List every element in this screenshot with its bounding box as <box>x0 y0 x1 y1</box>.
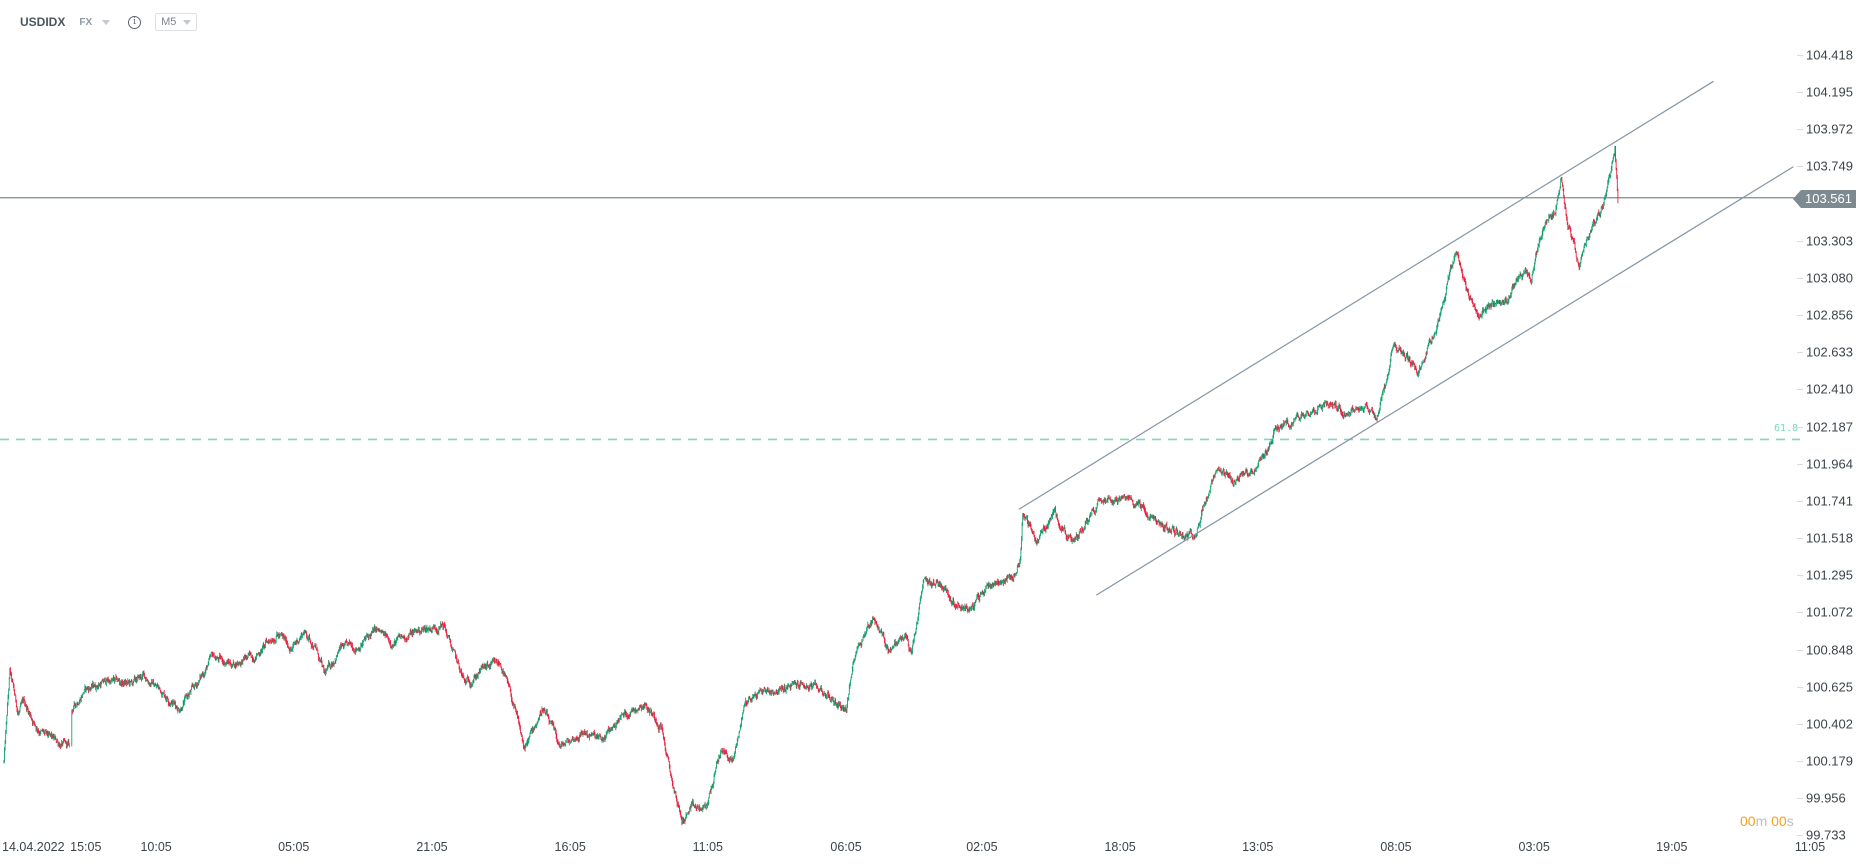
y-tick-mark <box>1797 463 1803 465</box>
candles <box>3 145 1619 826</box>
y-tick-mark <box>1797 575 1803 577</box>
channel-upper[interactable] <box>1018 80 1714 510</box>
y-tick-label: 101.741 <box>1806 493 1853 509</box>
y-tick-label: 101.518 <box>1806 530 1853 546</box>
y-tick-label: 102.633 <box>1806 344 1853 360</box>
chevron-down-icon <box>183 19 192 25</box>
current-price-badge: 103.561 <box>1793 190 1856 208</box>
y-tick-label: 103.972 <box>1806 121 1853 137</box>
timeframe-dropdown[interactable]: M5 <box>155 13 198 31</box>
y-tick-mark <box>1797 315 1803 317</box>
y-tick-label: 100.179 <box>1806 753 1853 769</box>
y-tick-label: 99.733 <box>1806 827 1846 843</box>
market-dropdown[interactable]: FX <box>79 16 93 28</box>
x-tick-label: 21:05 <box>416 840 448 854</box>
y-tick-mark <box>1797 55 1803 56</box>
y-tick-label: 101.964 <box>1806 456 1853 472</box>
info-icon[interactable]: i <box>128 15 142 29</box>
timeframe-label: M5 <box>161 16 177 28</box>
timer-s-unit: s <box>1786 813 1794 829</box>
y-tick-mark <box>1797 352 1803 354</box>
channel-lower[interactable] <box>1095 166 1794 596</box>
x-tick-label: 19:05 <box>1656 840 1688 854</box>
y-tick-label: 101.295 <box>1806 567 1853 583</box>
y-tick-mark <box>1797 686 1803 688</box>
x-tick-label: 08:05 <box>1380 840 1412 854</box>
y-tick-label: 104.195 <box>1806 84 1853 100</box>
y-tick-mark <box>1797 798 1803 800</box>
y-tick-label: 100.402 <box>1806 716 1853 732</box>
y-tick-mark <box>1797 500 1803 502</box>
y-tick-mark <box>1797 129 1803 131</box>
x-tick-label: 11:05 <box>692 840 723 854</box>
y-tick-label: 103.749 <box>1806 158 1853 174</box>
chevron-down-icon[interactable] <box>102 19 111 25</box>
x-tick-label: 03:05 <box>1518 840 1550 854</box>
y-tick-label: 99.956 <box>1806 790 1846 806</box>
x-tick-label: 18:05 <box>1104 840 1136 854</box>
candle-timer: 00m 00s <box>1740 813 1794 829</box>
y-tick-mark <box>1797 649 1803 651</box>
y-tick-label: 103.080 <box>1806 270 1853 286</box>
timer-minutes: 00 <box>1740 813 1756 829</box>
y-tick-mark <box>1797 835 1803 837</box>
y-tick-label: 101.072 <box>1806 604 1853 620</box>
x-tick-label: 15:05 <box>70 840 102 854</box>
y-tick-label: 104.418 <box>1806 47 1853 63</box>
x-tick-label: 11:05 <box>1794 840 1826 854</box>
x-tick-label: 05:05 <box>278 840 310 854</box>
y-tick-label: 100.848 <box>1806 642 1853 658</box>
y-tick-label: 100.625 <box>1806 679 1853 695</box>
chart-header: USDIDX FX i M5 <box>20 12 198 32</box>
x-tick-label: 14.04.2022 <box>2 840 65 854</box>
y-tick-label: 102.410 <box>1806 381 1853 397</box>
y-tick-mark <box>1797 240 1803 242</box>
timer-m-unit: m <box>1755 813 1768 829</box>
x-tick-label: 02:05 <box>966 840 998 854</box>
y-tick-mark <box>1797 537 1803 539</box>
timer-seconds: 00 <box>1771 813 1787 829</box>
y-tick-mark <box>1797 761 1803 762</box>
x-tick-label: 13:05 <box>1242 840 1274 854</box>
y-tick-mark <box>1797 92 1803 94</box>
y-tick-mark <box>1797 277 1803 279</box>
y-tick-mark <box>1797 166 1803 168</box>
y-tick-mark <box>1797 389 1803 391</box>
symbol-label: USDIDX <box>20 15 66 29</box>
y-tick-mark <box>1797 723 1803 725</box>
y-tick-label: 102.187 <box>1806 419 1853 435</box>
x-tick-label: 10:05 <box>140 840 172 854</box>
y-tick-label: 103.303 <box>1806 233 1853 249</box>
x-tick-label: 16:05 <box>554 840 586 854</box>
fib-level-label: 61.8 <box>1774 423 1799 434</box>
y-tick-mark <box>1797 612 1803 614</box>
y-tick-label: 102.856 <box>1806 307 1853 323</box>
y-tick-mark <box>1797 426 1803 428</box>
x-tick-label: 06:05 <box>830 840 862 854</box>
